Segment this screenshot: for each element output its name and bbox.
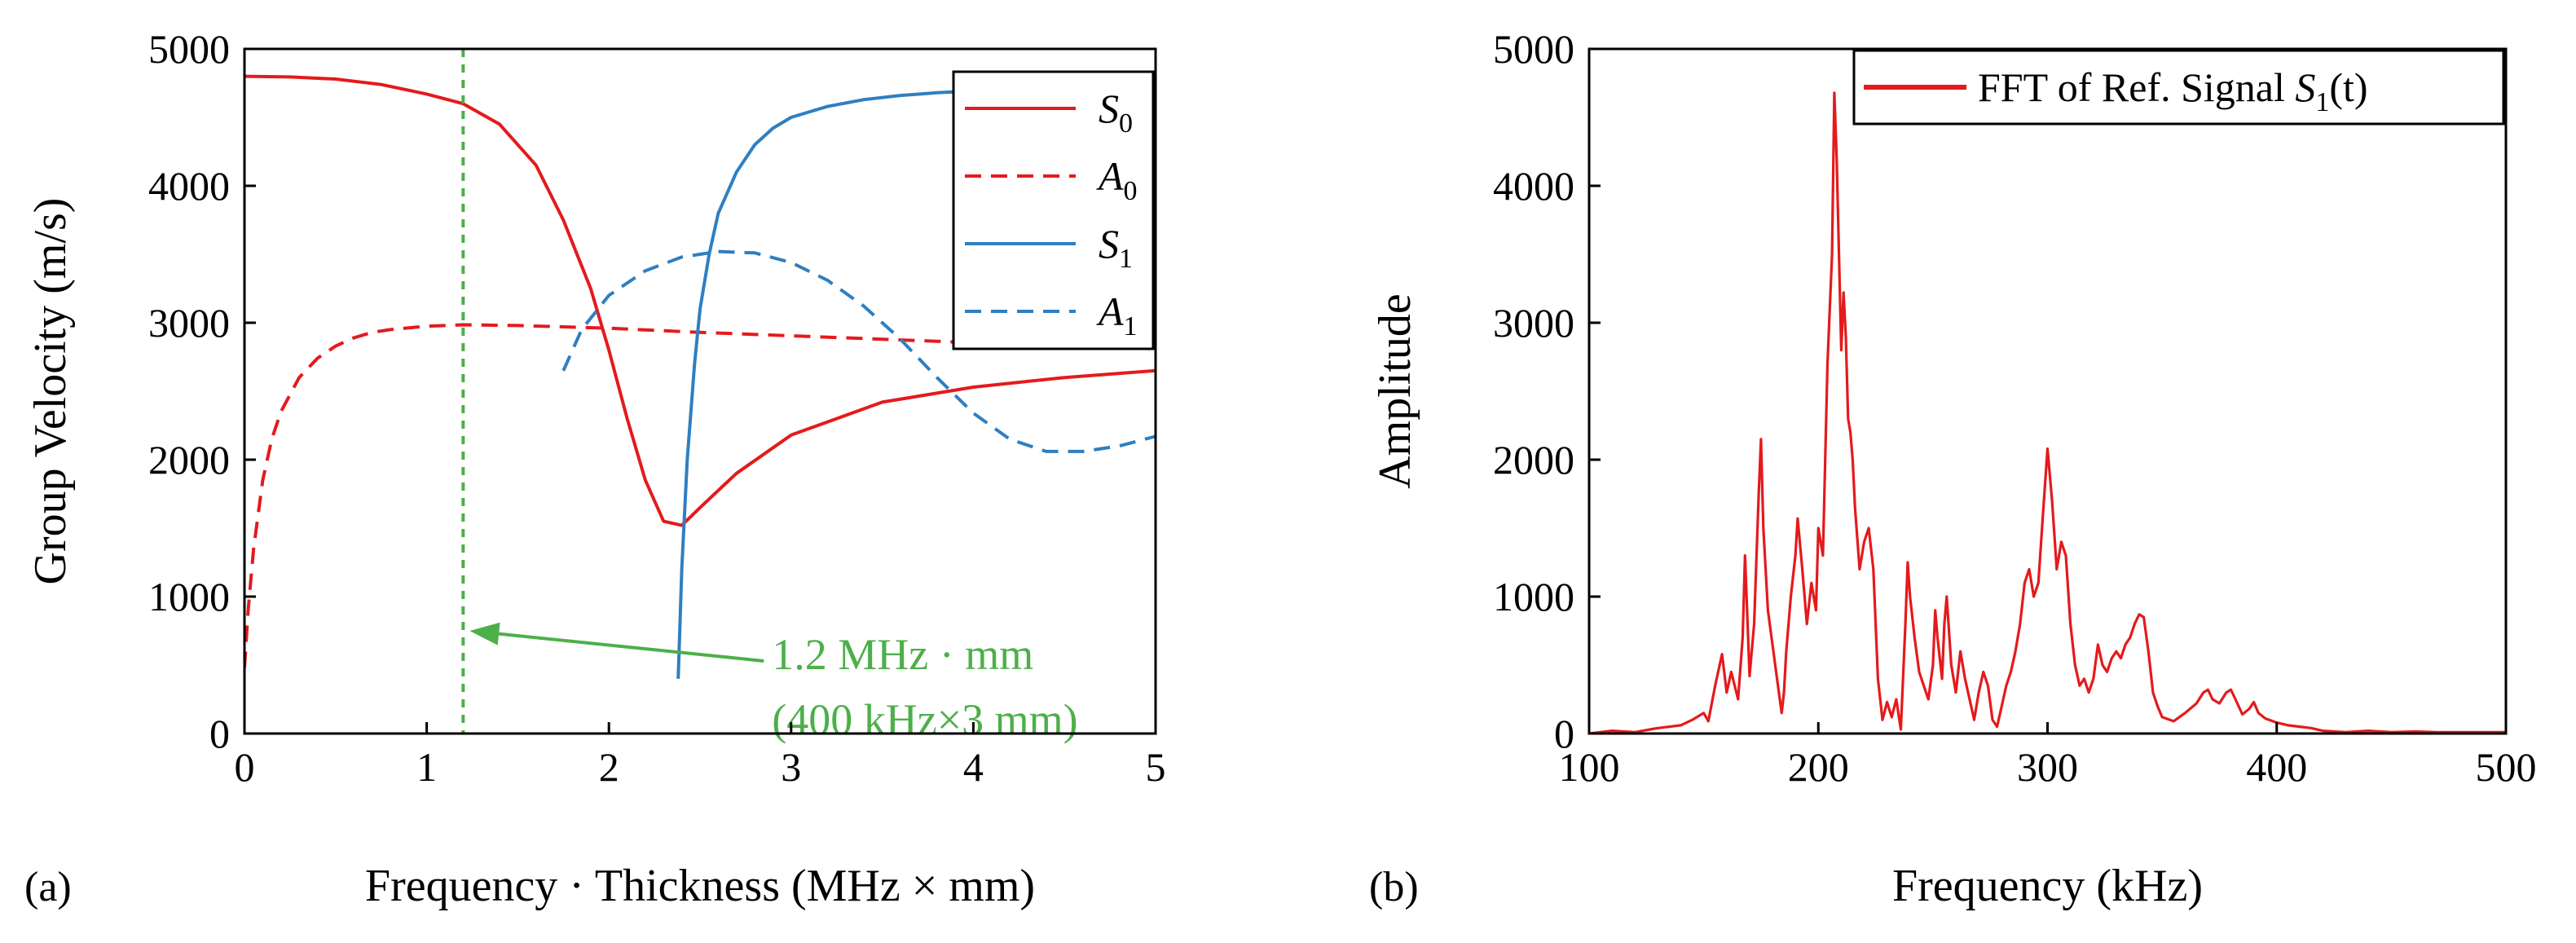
legend-label: A0: [1096, 153, 1138, 206]
legend-label-main: A: [1096, 289, 1124, 334]
legend-label-math: S: [2295, 64, 2315, 110]
panel-b-series: [1589, 91, 2506, 734]
legend-label-main: S: [1099, 221, 1119, 267]
x-tick-label: 200: [1788, 744, 1849, 790]
legend-label-text: FFT of Ref. Signal: [1978, 64, 2295, 110]
y-tick-label: 3000: [1493, 300, 1574, 346]
legend-label: FFT of Ref. Signal S1(t): [1978, 64, 2368, 117]
y-tick-label: 1000: [148, 574, 230, 619]
y-tick-label: 4000: [1493, 163, 1574, 209]
legend-label-sub: 1: [1119, 244, 1133, 274]
panel-a-y-axis-label: Group Velocity (m/s): [25, 198, 76, 585]
series-line-fft: [1589, 91, 2506, 734]
panel-a-series: [244, 74, 1156, 679]
legend-label-tail: (t): [2329, 64, 2367, 110]
annotation-line-1: 1.2 MHz · mm: [772, 630, 1033, 679]
x-tick-label: 4: [963, 744, 984, 790]
y-tick-label: 0: [209, 711, 230, 756]
legend-box: [952, 70, 1155, 350]
legend-label-sub: 1: [2315, 87, 2329, 117]
annotation-arrow: [498, 632, 764, 663]
panel-b-label: (b): [1369, 864, 1419, 910]
panel-b-x-axis-label: Frequency (kHz): [1892, 861, 2203, 911]
legend-label-sub: 0: [1119, 108, 1133, 139]
x-tick-label: 400: [2246, 744, 2307, 790]
y-tick-label: 0: [1554, 711, 1574, 756]
panel-a-ticks: 0 1 2 3 4 5 0 1000 2000 3000 4000 5000: [148, 26, 1166, 790]
series-line-a1: [561, 249, 1156, 453]
annotation-line-2: (400 kHz×3 mm): [772, 695, 1077, 744]
legend-label: S0: [1099, 86, 1133, 139]
panel-a-chart: 1.2 MHz · mm (400 kHz×3 mm) 0 1 2 3 4 5 0 1000 2…: [24, 26, 1166, 911]
x-tick-label: 5: [1146, 744, 1166, 790]
panel-a-label: (a): [24, 864, 72, 910]
y-tick-label: 2000: [148, 437, 230, 483]
series-line-s1: [676, 90, 965, 679]
x-tick-label: 300: [2017, 744, 2078, 790]
panel-a-annotation: 1.2 MHz · mm (400 kHz×3 mm): [461, 49, 1078, 744]
legend-label: S1: [1099, 221, 1133, 274]
panel-a-plot-frame: [243, 47, 1157, 735]
legend-label-sub: 1: [1124, 311, 1138, 342]
x-tick-label: 100: [1559, 744, 1620, 790]
legend-label-main: A: [1096, 153, 1124, 199]
x-tick-label: 3: [781, 744, 801, 790]
y-tick-label: 2000: [1493, 437, 1574, 483]
legend-label-main: S: [1099, 86, 1119, 131]
panel-b-legend: FFT of Ref. Signal S1(t): [1852, 49, 2505, 126]
panel-a-x-axis-label: Frequency · Thickness (MHz × mm): [365, 861, 1035, 911]
annotation-arrow-head: [469, 622, 500, 646]
panel-b-plot-frame: [1587, 47, 2508, 735]
x-tick-label: 2: [599, 744, 619, 790]
legend-label-sub: 0: [1124, 176, 1138, 206]
legend-label: A1: [1096, 289, 1138, 342]
y-tick-label: 4000: [148, 163, 230, 209]
panel-b-y-axis-label: Amplitude: [1370, 293, 1420, 489]
y-tick-label: 5000: [148, 26, 230, 72]
x-tick-label: 0: [235, 744, 255, 790]
y-tick-label: 1000: [1493, 574, 1574, 619]
y-tick-label: 5000: [1493, 26, 1574, 72]
x-tick-label: 1: [416, 744, 437, 790]
series-line-a0: [244, 323, 1156, 668]
y-tick-label: 3000: [148, 300, 230, 346]
series-line-s0: [244, 74, 1156, 527]
x-tick-label: 500: [2476, 744, 2537, 790]
